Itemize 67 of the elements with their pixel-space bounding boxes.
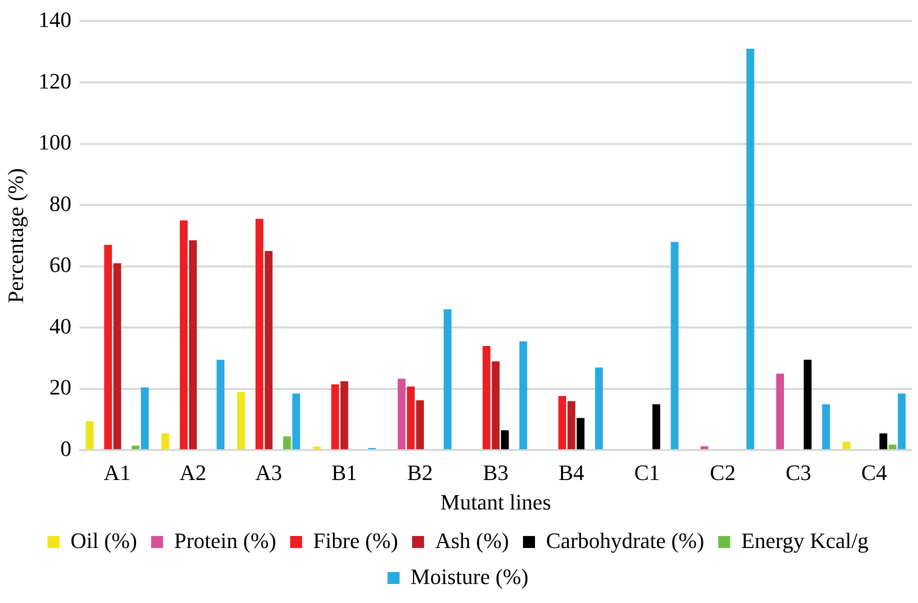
y-axis-title: Percentage (%): [2, 168, 28, 304]
bar: [216, 360, 224, 450]
bar: [331, 384, 340, 450]
bar: [237, 392, 245, 450]
bar: [670, 242, 679, 450]
legend-label: Fibre (%): [313, 528, 398, 553]
bar: [283, 436, 291, 450]
bar: [104, 244, 112, 450]
bar: [264, 251, 273, 450]
bar: [776, 374, 784, 450]
bar: [879, 433, 888, 450]
x-tick-label: A1: [104, 460, 131, 486]
bar: [482, 346, 490, 450]
x-tick-label: B1: [331, 460, 358, 486]
x-tick-label: A2: [179, 460, 206, 486]
legend-label: Oil (%): [70, 528, 138, 553]
legend-label: Carbohydrate (%): [546, 528, 704, 553]
bar: [519, 341, 528, 450]
x-tick-label: B2: [407, 460, 433, 486]
x-tick-label: C4: [861, 460, 887, 486]
legend-label: Ash (%): [435, 528, 509, 553]
bar: [444, 309, 452, 450]
bar: [140, 387, 149, 450]
bar: [898, 394, 906, 450]
y-tick-label: 120: [38, 68, 72, 94]
x-tick-label: B3: [482, 460, 509, 486]
bar: [398, 378, 406, 450]
legend-label: Moisture (%): [410, 564, 528, 589]
bar: [292, 394, 300, 450]
bar: [576, 418, 584, 450]
x-tick-label: B4: [558, 460, 584, 486]
bar: [842, 442, 850, 450]
y-tick-label: 100: [38, 130, 72, 155]
bar: [652, 404, 660, 450]
bar: [132, 446, 140, 450]
bar: [558, 396, 566, 450]
bar: [700, 446, 708, 450]
bar: [822, 404, 830, 450]
bar: [161, 433, 170, 450]
y-tick-label: 60: [49, 252, 72, 278]
y-tick-label: 20: [49, 374, 72, 400]
bar: [180, 220, 188, 450]
bar: [416, 400, 424, 450]
bar: [492, 361, 500, 450]
bar: [86, 421, 94, 450]
x-tick-label: A3: [255, 460, 282, 486]
x-tick-label: C1: [634, 460, 660, 486]
bar: [804, 360, 812, 450]
bar: [113, 263, 122, 450]
bar: [340, 381, 348, 450]
x-tick-label: C2: [710, 460, 736, 486]
x-axis-title: Mutant lines: [440, 490, 552, 515]
legend-label: Energy Kcal/g: [741, 528, 868, 553]
bar: [595, 367, 603, 450]
legend-label: Protein (%): [174, 528, 276, 553]
y-tick-label: 40: [49, 313, 72, 338]
bar: [888, 444, 896, 450]
bar: [500, 430, 509, 450]
bar: [256, 218, 264, 450]
y-tick-label: 80: [49, 190, 72, 216]
y-tick-label: 140: [38, 6, 72, 32]
y-tick-label: 0: [60, 436, 72, 461]
bar: [406, 386, 415, 450]
bar: [567, 401, 576, 450]
bar: [746, 48, 754, 450]
bar: [189, 240, 197, 450]
x-tick-label: C3: [786, 460, 812, 486]
